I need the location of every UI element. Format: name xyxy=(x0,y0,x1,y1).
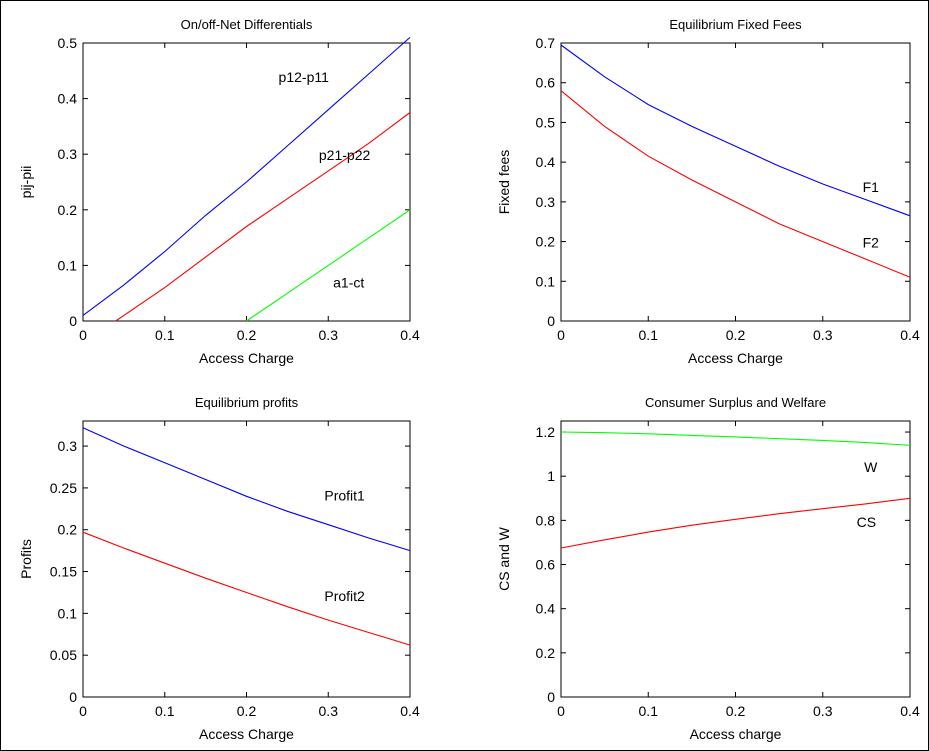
y-tick-label: 0.2 xyxy=(58,522,78,538)
series-annotation: W xyxy=(864,459,878,475)
y-tick-label: 0.05 xyxy=(50,647,77,663)
x-tick-label: 0 xyxy=(79,703,87,719)
chart-title: Equilibrium Fixed Fees xyxy=(669,17,802,32)
plot-area: 0 0.1 0.2 0.3 0.4 0 0.1 0.2 0.3 0.4 0.5 0.6 0.7 F1 F2 xyxy=(536,35,920,343)
y-tick-label: 0.2 xyxy=(536,645,556,661)
y-axis-label: Fixed fees xyxy=(496,150,512,215)
axes-box xyxy=(82,420,411,698)
y-tick-label: 0.8 xyxy=(536,512,556,528)
y-axis-label: CS and W xyxy=(496,526,512,591)
x-tick-label: 0.2 xyxy=(237,703,257,719)
y-tick-label: 1.2 xyxy=(536,424,556,440)
plot-area: 0 0.1 0.2 0.3 0.4 0 0.05 0.1 0.15 0.2 0.25 0.3 Profi… xyxy=(50,420,420,719)
series-line-p21-p22 xyxy=(115,112,411,322)
y-axis-label: pij-pii xyxy=(18,166,34,199)
x-tick-label: 0.2 xyxy=(237,327,257,343)
y-tick-label: 0.3 xyxy=(536,194,556,210)
axes-box xyxy=(560,420,911,698)
x-tick-label: 0.1 xyxy=(155,327,175,343)
chart-title: On/off-Net Differentials xyxy=(181,17,313,32)
x-tick-label: 0.1 xyxy=(155,703,175,719)
panel-equilibrium-profits: Equilibrium profits Access Charge Profit… xyxy=(18,395,420,742)
y-tick-label: 0.1 xyxy=(58,605,78,621)
panel-equilibrium-fixed-fees: Equilibrium Fixed Fees Access Charge Fix… xyxy=(496,17,920,366)
plot-area: 0 0.1 0.2 0.3 0.4 0 0.2 0.4 0.6 0.8 1 1.2 W CS xyxy=(536,420,920,719)
x-axis-label: Access Charge xyxy=(199,726,294,742)
y-tick-label: 0.2 xyxy=(536,234,556,250)
x-tick-label: 0.3 xyxy=(319,703,339,719)
x-tick-label: 0.4 xyxy=(900,703,920,719)
y-tick-label: 0.4 xyxy=(58,91,78,107)
series-annotation: a1-ct xyxy=(333,275,364,291)
axes-box xyxy=(560,42,911,322)
x-tick-label: 0.3 xyxy=(813,703,833,719)
y-tick-label: 0.1 xyxy=(58,257,78,273)
y-tick-label: 0.4 xyxy=(536,601,556,617)
y-tick-label: 0.4 xyxy=(536,154,556,170)
x-tick-label: 0.3 xyxy=(319,327,339,343)
x-tick-label: 0.2 xyxy=(726,327,746,343)
x-tick-label: 0.4 xyxy=(900,327,920,343)
x-axis-label: Access Charge xyxy=(199,350,294,366)
y-tick-label: 0.6 xyxy=(536,75,556,91)
series-annotation: CS xyxy=(857,514,876,530)
series-line-w xyxy=(560,431,911,446)
series-annotation: Profit1 xyxy=(324,487,365,503)
plot-area: 0 0.1 0.2 0.3 0.4 0 0.1 0.2 0.3 0.4 0.5 p12-p11 p21-… xyxy=(58,35,420,343)
y-tick-label: 0 xyxy=(547,689,555,705)
y-tick-label: 0.15 xyxy=(50,564,77,580)
series-line-f1 xyxy=(560,44,911,217)
x-tick-label: 0.4 xyxy=(400,703,420,719)
chart-title: Consumer Surplus and Welfare xyxy=(645,395,826,410)
x-tick-label: 0 xyxy=(79,327,87,343)
series-line-profit1 xyxy=(82,427,411,552)
y-tick-label: 0 xyxy=(69,689,77,705)
x-tick-label: 0.2 xyxy=(726,703,746,719)
x-tick-label: 0 xyxy=(557,327,565,343)
panel-on-off-net-differentials: On/off-Net Differentials Access Charge p… xyxy=(18,17,420,366)
panel-consumer-surplus-and-welfare: Consumer Surplus and Welfare Access char… xyxy=(496,395,920,742)
chart-title: Equilibrium profits xyxy=(195,395,299,410)
y-tick-label: 0.1 xyxy=(536,273,556,289)
series-annotation: F2 xyxy=(863,235,880,251)
y-tick-label: 0.5 xyxy=(536,114,556,130)
x-axis-label: Access charge xyxy=(690,726,782,742)
y-tick-label: 0.7 xyxy=(536,35,556,51)
x-axis-label: Access Charge xyxy=(688,350,783,366)
series-line-f2 xyxy=(560,90,911,278)
series-line-profit2 xyxy=(82,531,411,646)
series-line-a1-ct xyxy=(246,209,411,322)
y-tick-label: 0.6 xyxy=(536,557,556,573)
series-line-cs xyxy=(560,497,911,549)
y-tick-label: 0 xyxy=(69,313,77,329)
series-annotation: p21-p22 xyxy=(319,147,371,163)
x-tick-label: 0.1 xyxy=(639,703,659,719)
series-annotation: Profit2 xyxy=(324,588,365,604)
y-tick-label: 0.2 xyxy=(58,202,78,218)
series-line-p12-p11 xyxy=(82,36,411,316)
series-annotation: F1 xyxy=(863,179,880,195)
y-tick-label: 0 xyxy=(547,313,555,329)
x-tick-label: 0.3 xyxy=(813,327,833,343)
x-tick-label: 0.1 xyxy=(639,327,659,343)
y-tick-label: 0.3 xyxy=(58,146,78,162)
y-tick-label: 0.5 xyxy=(58,35,78,51)
y-tick-label: 1 xyxy=(547,468,555,484)
x-tick-label: 0 xyxy=(557,703,565,719)
x-tick-label: 0.4 xyxy=(400,327,420,343)
y-tick-label: 0.25 xyxy=(50,480,77,496)
y-axis-label: Profits xyxy=(18,539,34,579)
series-annotation: p12-p11 xyxy=(279,69,330,85)
y-tick-label: 0.3 xyxy=(58,438,78,454)
